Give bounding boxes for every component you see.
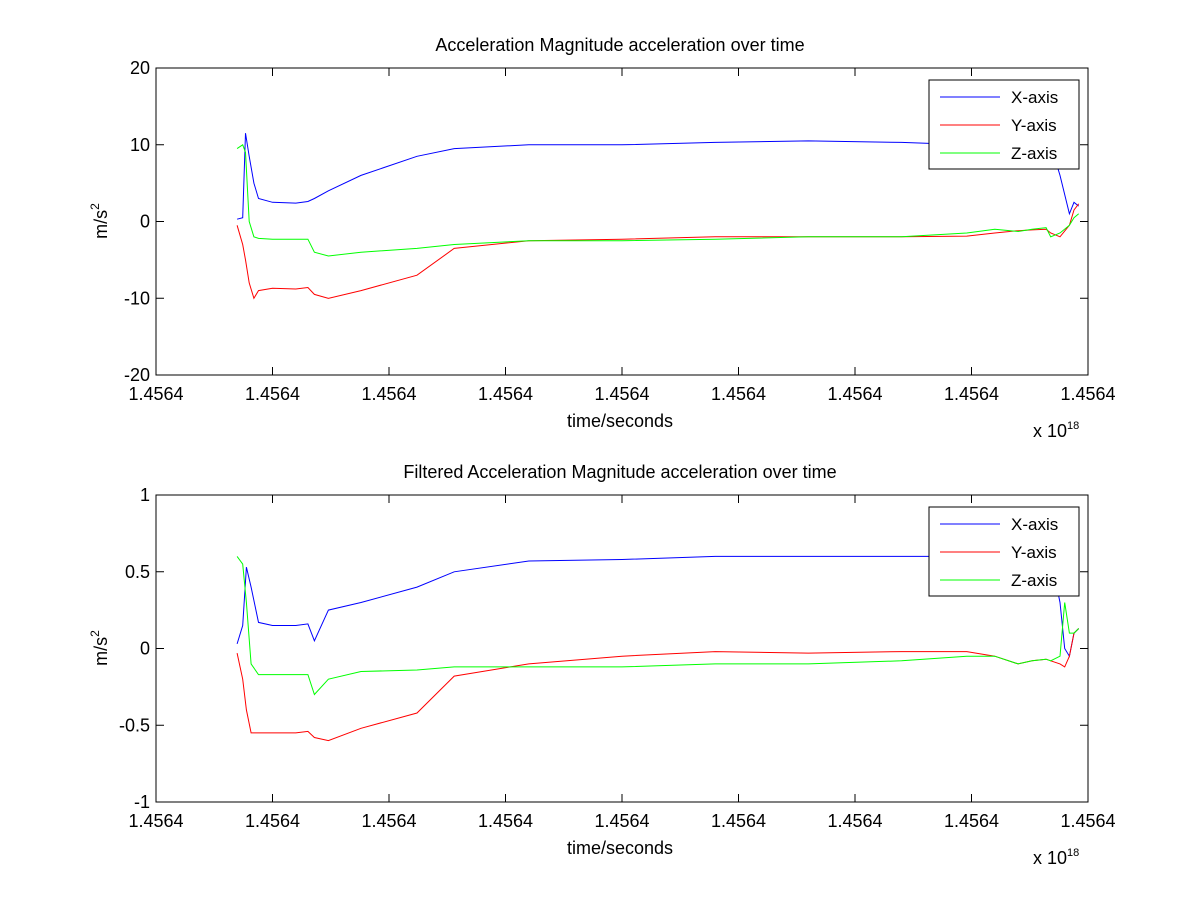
y-tick-label: 10 bbox=[130, 135, 150, 155]
y-axis-label: m/s2 bbox=[88, 630, 111, 666]
legend-label-z-axis: Z-axis bbox=[1011, 144, 1057, 163]
tick-group: -1 -0.5 0 0.5 1 1.4564 1.4564 1.4564 1.4564 1.456… bbox=[119, 485, 1116, 831]
x-axis-multiplier-exp: 18 bbox=[1067, 847, 1079, 859]
x-axis-multiplier-exp: 18 bbox=[1067, 420, 1079, 432]
y-tick-label: -0.5 bbox=[119, 715, 150, 735]
series-line-z-axis bbox=[236, 144, 1080, 257]
x-axis-multiplier-base: x 10 bbox=[1033, 421, 1067, 441]
subplot-bottom: Filtered Acceleration Magnitude accelera… bbox=[88, 462, 1116, 868]
x-tick-label: 1.4564 bbox=[944, 811, 999, 831]
y-axis-label-sup: 2 bbox=[88, 203, 102, 210]
subplot-top: Acceleration Magnitude acceleration over… bbox=[88, 35, 1116, 441]
x-tick-label: 1.4564 bbox=[594, 384, 649, 404]
x-axis-multiplier: x 1018 bbox=[1033, 847, 1079, 868]
x-tick-label: 1.4564 bbox=[827, 811, 882, 831]
y-tick-label: 0 bbox=[140, 639, 150, 659]
legend: X-axis Y-axis Z-axis bbox=[928, 506, 1080, 597]
x-axis-label: time/seconds bbox=[567, 411, 673, 431]
series-line-y-axis bbox=[236, 628, 1080, 742]
y-tick-label: -1 bbox=[134, 792, 150, 812]
tick-group: -20 -10 0 10 20 1.4564 1.4564 1.4564 1.4564 1.456… bbox=[124, 58, 1116, 404]
legend-label-x-axis: X-axis bbox=[1011, 88, 1058, 107]
x-tick-label: 1.4564 bbox=[944, 384, 999, 404]
x-axis-label: time/seconds bbox=[567, 838, 673, 858]
series-line-z-axis bbox=[236, 556, 1080, 696]
legend-label-y-axis: Y-axis bbox=[1011, 116, 1057, 135]
chart-title: Acceleration Magnitude acceleration over… bbox=[435, 35, 804, 55]
y-tick-label: -20 bbox=[124, 365, 150, 385]
y-tick-label: 0 bbox=[140, 212, 150, 232]
y-tick-label: 20 bbox=[130, 58, 150, 78]
x-tick-label: 1.4564 bbox=[245, 384, 300, 404]
x-tick-label: 1.4564 bbox=[1060, 811, 1115, 831]
x-tick-label: 1.4564 bbox=[361, 384, 416, 404]
x-tick-label: 1.4564 bbox=[711, 384, 766, 404]
legend: X-axis Y-axis Z-axis bbox=[928, 79, 1080, 170]
y-axis-label-base: m/s bbox=[91, 210, 111, 239]
y-axis-label-base: m/s bbox=[91, 637, 111, 666]
y-tick-label: 0.5 bbox=[125, 562, 150, 582]
x-tick-label: 1.4564 bbox=[128, 384, 183, 404]
chart-title: Filtered Acceleration Magnitude accelera… bbox=[403, 462, 836, 482]
y-axis-label: m/s2 bbox=[88, 203, 111, 239]
legend-label-x-axis: X-axis bbox=[1011, 515, 1058, 534]
y-tick-label: -10 bbox=[124, 288, 150, 308]
x-tick-label: 1.4564 bbox=[478, 811, 533, 831]
x-tick-label: 1.4564 bbox=[128, 811, 183, 831]
x-tick-label: 1.4564 bbox=[594, 811, 649, 831]
x-tick-label: 1.4564 bbox=[711, 811, 766, 831]
x-tick-label: 1.4564 bbox=[478, 384, 533, 404]
x-tick-label: 1.4564 bbox=[361, 811, 416, 831]
x-tick-label: 1.4564 bbox=[1060, 384, 1115, 404]
y-axis-label-sup: 2 bbox=[88, 630, 102, 637]
x-axis-multiplier-base: x 10 bbox=[1033, 848, 1067, 868]
legend-label-y-axis: Y-axis bbox=[1011, 543, 1057, 562]
x-tick-label: 1.4564 bbox=[245, 811, 300, 831]
x-tick-label: 1.4564 bbox=[827, 384, 882, 404]
y-tick-label: 1 bbox=[140, 485, 150, 505]
legend-label-z-axis: Z-axis bbox=[1011, 571, 1057, 590]
x-axis-multiplier: x 1018 bbox=[1033, 420, 1079, 441]
